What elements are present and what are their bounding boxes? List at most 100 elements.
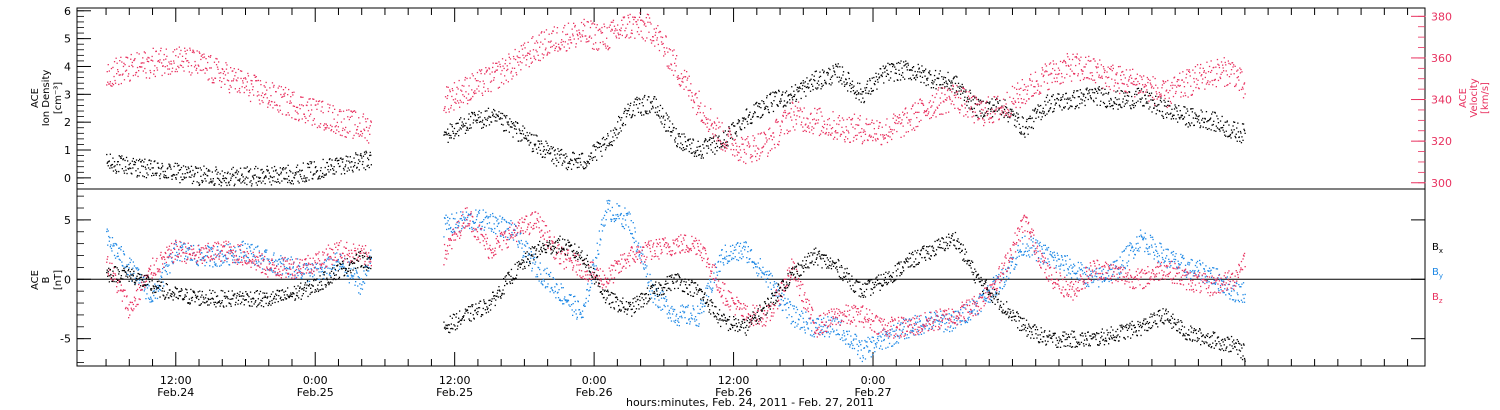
velocity-point <box>1223 70 1225 72</box>
velocity-point <box>508 56 510 58</box>
by-point <box>456 221 459 223</box>
by-point <box>225 258 228 260</box>
velocity-point <box>645 25 647 27</box>
by-point <box>518 241 520 243</box>
density-point <box>253 174 255 176</box>
density-point <box>957 86 959 88</box>
velocity-point <box>1170 84 1172 87</box>
velocity-point <box>910 118 912 121</box>
density-point <box>753 104 755 106</box>
by-point <box>164 262 166 265</box>
by-point <box>107 230 109 232</box>
density-point <box>273 165 276 168</box>
velocity-point <box>1041 67 1043 69</box>
velocity-point <box>121 74 123 76</box>
density-point <box>655 107 657 109</box>
density-point <box>622 124 624 127</box>
velocity-point <box>741 143 743 145</box>
velocity-point <box>540 32 542 34</box>
density-point <box>493 115 495 118</box>
velocity-point <box>608 47 610 50</box>
density-point <box>513 124 515 126</box>
velocity-point <box>657 25 659 27</box>
velocity-point <box>197 64 199 66</box>
velocity-point <box>310 104 312 106</box>
velocity-point <box>796 107 799 109</box>
velocity-point <box>631 32 633 35</box>
density-point <box>1115 91 1117 93</box>
density-point <box>773 92 776 94</box>
velocity-point <box>1009 96 1011 98</box>
density-point <box>617 121 619 123</box>
density-point <box>743 118 745 120</box>
density-point <box>344 166 346 168</box>
density-point <box>119 156 121 158</box>
velocity-point <box>114 79 116 82</box>
by-point <box>455 212 458 214</box>
density-point <box>568 161 571 163</box>
velocity-point <box>213 82 215 84</box>
density-point <box>1144 94 1146 96</box>
density-point <box>269 181 271 183</box>
velocity-point <box>985 102 987 104</box>
velocity-point <box>574 24 576 27</box>
velocity-point <box>615 37 618 39</box>
density-point <box>609 144 611 146</box>
velocity-point <box>1145 91 1147 93</box>
velocity-point <box>660 41 663 43</box>
density-point <box>522 125 524 127</box>
velocity-point <box>326 125 328 127</box>
by-point <box>221 260 223 262</box>
velocity-point <box>1033 92 1035 95</box>
density-point <box>1221 115 1223 118</box>
density-point <box>565 167 567 169</box>
velocity-point <box>1178 79 1180 81</box>
velocity-point <box>340 121 343 123</box>
density-point <box>1054 99 1056 101</box>
velocity-point <box>682 76 685 78</box>
density-point <box>707 147 710 149</box>
density-point <box>597 147 599 149</box>
by-point <box>476 215 478 218</box>
velocity-point <box>860 135 862 138</box>
velocity-point <box>1089 72 1091 74</box>
velocity-point <box>617 32 619 34</box>
density-point <box>614 134 617 136</box>
density-point <box>813 75 815 77</box>
density-point <box>329 158 331 160</box>
velocity-point <box>1035 92 1037 94</box>
velocity-point <box>715 124 718 127</box>
velocity-point <box>781 120 783 122</box>
density-point <box>816 82 818 84</box>
velocity-point <box>171 70 173 73</box>
velocity-point <box>271 101 273 103</box>
density-point <box>122 159 124 161</box>
density-point <box>963 99 965 101</box>
by-point <box>459 218 461 220</box>
velocity-point <box>1045 70 1047 72</box>
by-point <box>536 273 538 276</box>
by-point <box>256 262 258 264</box>
velocity-point <box>983 124 985 127</box>
by-point <box>132 261 134 263</box>
velocity-point <box>699 111 701 114</box>
density-point <box>285 167 287 169</box>
velocity-point <box>185 57 187 60</box>
velocity-point <box>979 112 982 114</box>
velocity-point <box>900 136 902 138</box>
by-point <box>192 244 195 247</box>
density-point <box>479 116 481 118</box>
by-point <box>522 256 524 258</box>
by-point <box>530 251 532 253</box>
velocity-point <box>118 74 120 76</box>
velocity-point <box>193 52 195 54</box>
velocity-point <box>756 153 758 155</box>
velocity-point <box>837 132 839 134</box>
density-point <box>968 107 970 109</box>
velocity-point <box>1000 106 1003 108</box>
density-point <box>353 164 356 167</box>
density-point <box>763 108 766 110</box>
density-point <box>1222 126 1224 129</box>
velocity-point <box>286 101 288 103</box>
velocity-point <box>545 47 547 49</box>
